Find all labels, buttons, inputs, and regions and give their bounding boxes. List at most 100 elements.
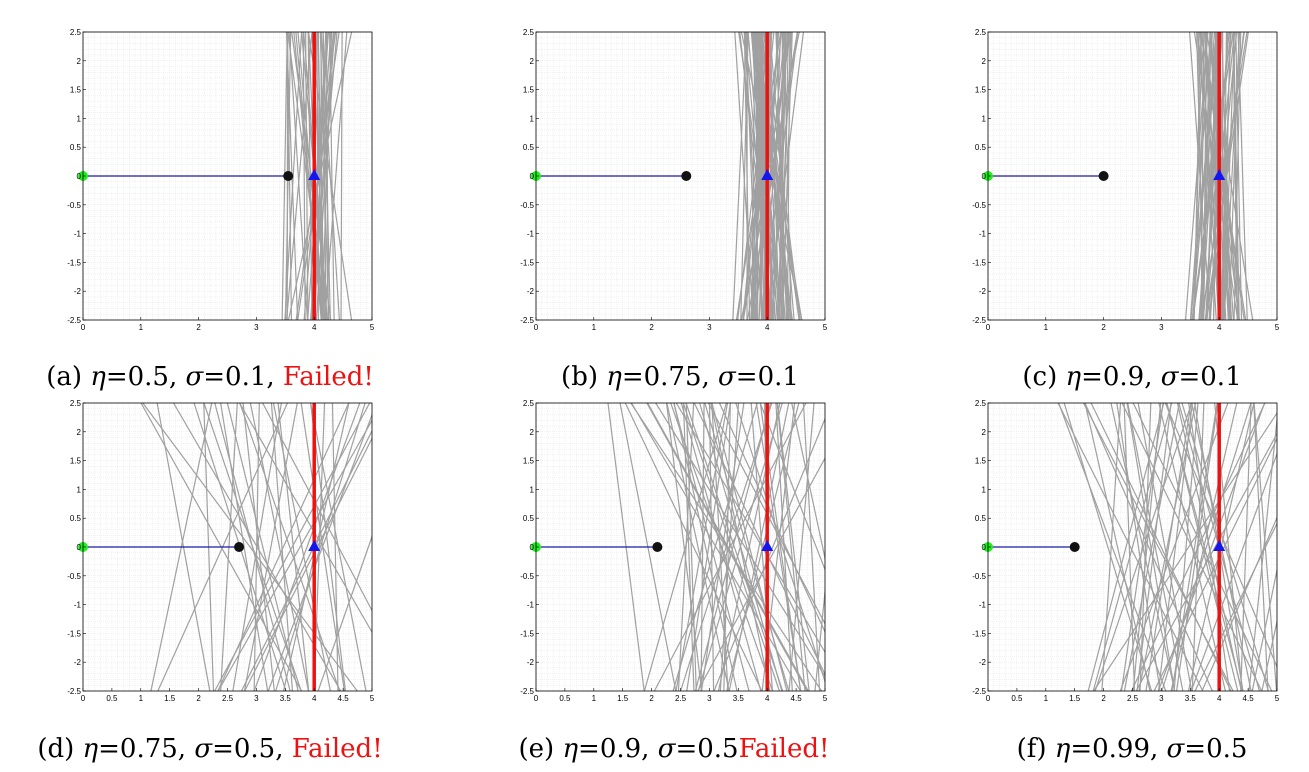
sample-line <box>697 456 825 691</box>
x-tick-label: 5 <box>370 323 375 332</box>
sample-line <box>653 403 807 691</box>
sample-line <box>1123 403 1180 691</box>
sample-line <box>735 403 825 684</box>
sample-line <box>763 32 801 320</box>
sample-line <box>329 32 335 320</box>
y-tick-label: 1 <box>530 485 535 494</box>
caption-part: η <box>1055 734 1071 764</box>
x-tick-label: 0 <box>534 694 539 703</box>
x-tick-label: 4.5 <box>791 694 803 703</box>
x-tick-label: 3 <box>1159 323 1164 332</box>
panel-a: 0 1 2 3 4 52.521.510.50-0.5-1-1.5-2-2.5(a) η=… <box>46 28 375 392</box>
sample-line <box>1237 32 1248 320</box>
end-marker <box>652 542 663 552</box>
failed-label: Failed! <box>283 362 374 392</box>
goal-marker <box>761 169 774 180</box>
x-tick-label: 4.5 <box>338 694 350 703</box>
caption-part: =0.5, <box>106 362 186 392</box>
caption-part: (d) <box>37 734 82 764</box>
sample-line <box>1253 403 1269 691</box>
sample-line <box>732 32 747 320</box>
sample-line <box>287 32 353 320</box>
x-tick-label: 1 <box>139 323 144 332</box>
sample-line <box>1222 32 1228 320</box>
y-tick-label: 2 <box>530 428 535 437</box>
x-tick-label: 1.5 <box>164 694 176 703</box>
y-tick-label: 1 <box>982 485 987 494</box>
x-tick-label: 1.5 <box>617 694 629 703</box>
sample-line <box>1191 32 1232 320</box>
y-tick-label: 0.5 <box>975 143 987 152</box>
y-tick-label: 2.5 <box>523 28 535 37</box>
y-tick-label: 1 <box>77 485 82 494</box>
x-tick-label: 1 <box>1044 694 1049 703</box>
x-tick-label: 4 <box>312 694 317 703</box>
y-tick-label: -2 <box>979 658 987 667</box>
panel-caption: (a) η=0.5, σ=0.1, Failed! <box>46 362 374 392</box>
y-tick-label: -1 <box>74 601 82 610</box>
x-tick-label: 3 <box>254 694 259 703</box>
caption-part: σ <box>718 362 737 392</box>
sample-line <box>1166 403 1239 691</box>
caption-part: (b) <box>561 362 606 392</box>
x-tick-label: 4 <box>1217 323 1222 332</box>
x-tick-label: 5 <box>1275 323 1280 332</box>
y-tick-label: 0 <box>530 172 535 181</box>
sample-line <box>325 32 329 320</box>
sample-line <box>142 403 358 691</box>
sample-line <box>249 403 310 691</box>
sample-line <box>1101 403 1122 691</box>
sample-line <box>297 32 340 320</box>
sample-line <box>1232 32 1238 320</box>
y-tick-label: 1.5 <box>70 457 82 466</box>
sample-line <box>666 403 730 691</box>
x-tick-label: 0.5 <box>106 694 118 703</box>
sample-line <box>1184 32 1209 320</box>
x-tick-label: 2 <box>196 323 201 332</box>
x-tick-label: 5 <box>823 323 828 332</box>
y-tick-label: -1 <box>527 230 535 239</box>
y-tick-label: -1 <box>979 601 987 610</box>
goal-marker <box>308 540 321 551</box>
y-tick-label: 0.5 <box>523 143 535 152</box>
y-tick-label: 2.5 <box>975 399 987 408</box>
sample-line <box>775 403 793 691</box>
sample-line <box>673 403 738 691</box>
caption-part: =0.1, <box>203 362 283 392</box>
sample-line <box>1063 403 1153 691</box>
sample-line <box>1251 567 1277 691</box>
sample-line <box>305 32 309 320</box>
goal-marker <box>761 540 774 551</box>
x-tick-label: 1 <box>592 694 597 703</box>
sample-line <box>713 417 825 691</box>
y-tick-label: 2 <box>982 428 987 437</box>
sample-line <box>331 403 339 691</box>
sample-line <box>708 403 715 691</box>
sample-line <box>1223 32 1236 320</box>
sample-line <box>735 32 782 320</box>
sample-line <box>267 413 372 691</box>
y-tick-label: -0.5 <box>67 201 81 210</box>
x-tick-label: 0 <box>81 323 86 332</box>
sample-line <box>317 534 372 691</box>
caption-part: =0.5, <box>212 734 292 764</box>
y-tick-label: -2.5 <box>972 687 986 696</box>
caption-part: =0.5 <box>675 734 738 764</box>
sample-line <box>1121 403 1263 691</box>
caption-part: (f) <box>1017 734 1055 764</box>
end-marker <box>1069 542 1080 552</box>
x-tick-label: 3.5 <box>1185 694 1197 703</box>
panel-f: 0 0.5 1 1.5 2 2.5 3 3.5 4 4.5 5 2.5 2 1.5 1 0.5 0 -0.5 -1 -… <box>972 399 1280 764</box>
caption-part: η <box>83 734 99 764</box>
sample-line <box>1196 32 1205 320</box>
x-tick-label: 2 <box>1101 694 1106 703</box>
sample-line <box>217 419 372 691</box>
end-marker <box>234 542 245 552</box>
sample-line <box>243 403 298 691</box>
x-tick-label: 4 <box>765 694 770 703</box>
y-tick-label: -2.5 <box>520 316 534 325</box>
x-tick-label: 0 <box>986 323 991 332</box>
sample-line <box>624 403 763 691</box>
y-tick-label: 1.5 <box>523 86 535 95</box>
